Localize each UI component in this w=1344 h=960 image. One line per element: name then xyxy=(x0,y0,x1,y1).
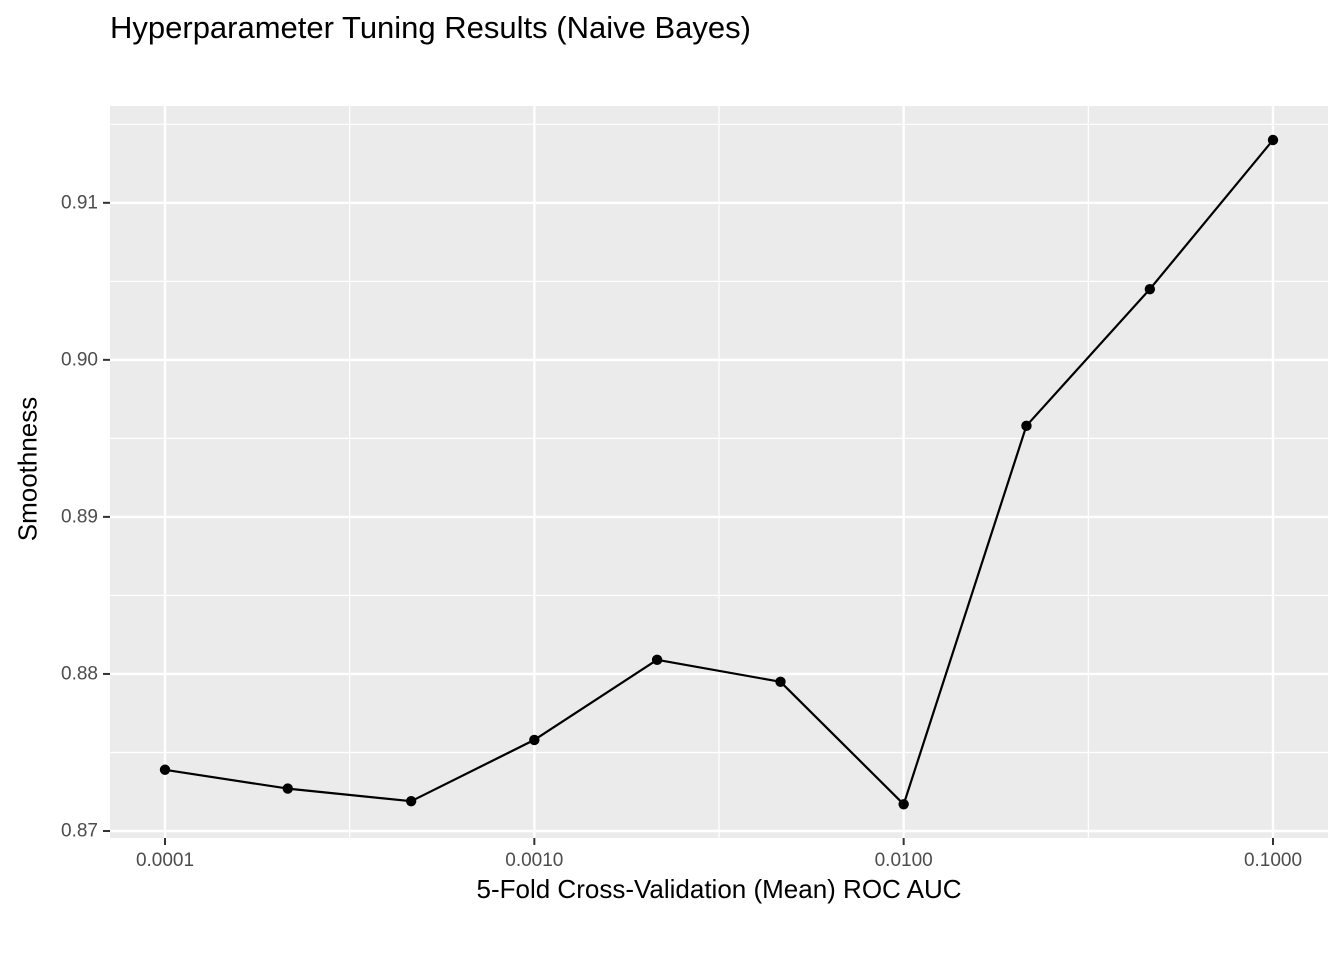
data-point xyxy=(651,654,663,666)
data-point xyxy=(1144,283,1156,295)
x-axis-title: 5-Fold Cross-Validation (Mean) ROC AUC xyxy=(476,874,962,904)
data-point xyxy=(159,764,171,775)
x-tick-label: 0.0010 xyxy=(505,850,563,871)
data-point xyxy=(775,676,786,688)
y-tick-label: 0.90 xyxy=(61,349,98,370)
data-point xyxy=(1021,420,1032,432)
minor-gridlines xyxy=(110,106,1328,838)
y-tick-label: 0.91 xyxy=(61,192,98,213)
data-point xyxy=(898,799,909,810)
series-line xyxy=(164,139,1274,806)
x-axis: 0.0001 0.0010 0.0100 0.1000 xyxy=(136,838,1302,871)
x-tick-label: 0.0001 xyxy=(136,850,194,871)
data-point xyxy=(405,795,417,807)
major-gridlines xyxy=(110,106,1328,838)
y-tick-label: 0.87 xyxy=(61,821,98,842)
y-axis-title: Smoothness xyxy=(12,396,43,542)
series-line-group xyxy=(159,134,1279,810)
y-axis: 0.87 0.88 0.89 0.90 0.91 xyxy=(61,192,110,842)
y-tick-label: 0.88 xyxy=(61,663,98,684)
chart-title: Hyperparameter Tuning Results (Naive Bay… xyxy=(110,10,751,45)
y-tick-label: 0.89 xyxy=(61,506,98,527)
x-tick-label: 0.0100 xyxy=(875,850,933,871)
data-point xyxy=(282,783,293,794)
data-point xyxy=(1267,134,1279,146)
x-tick-label: 0.1000 xyxy=(1244,850,1302,871)
data-point xyxy=(529,734,540,746)
